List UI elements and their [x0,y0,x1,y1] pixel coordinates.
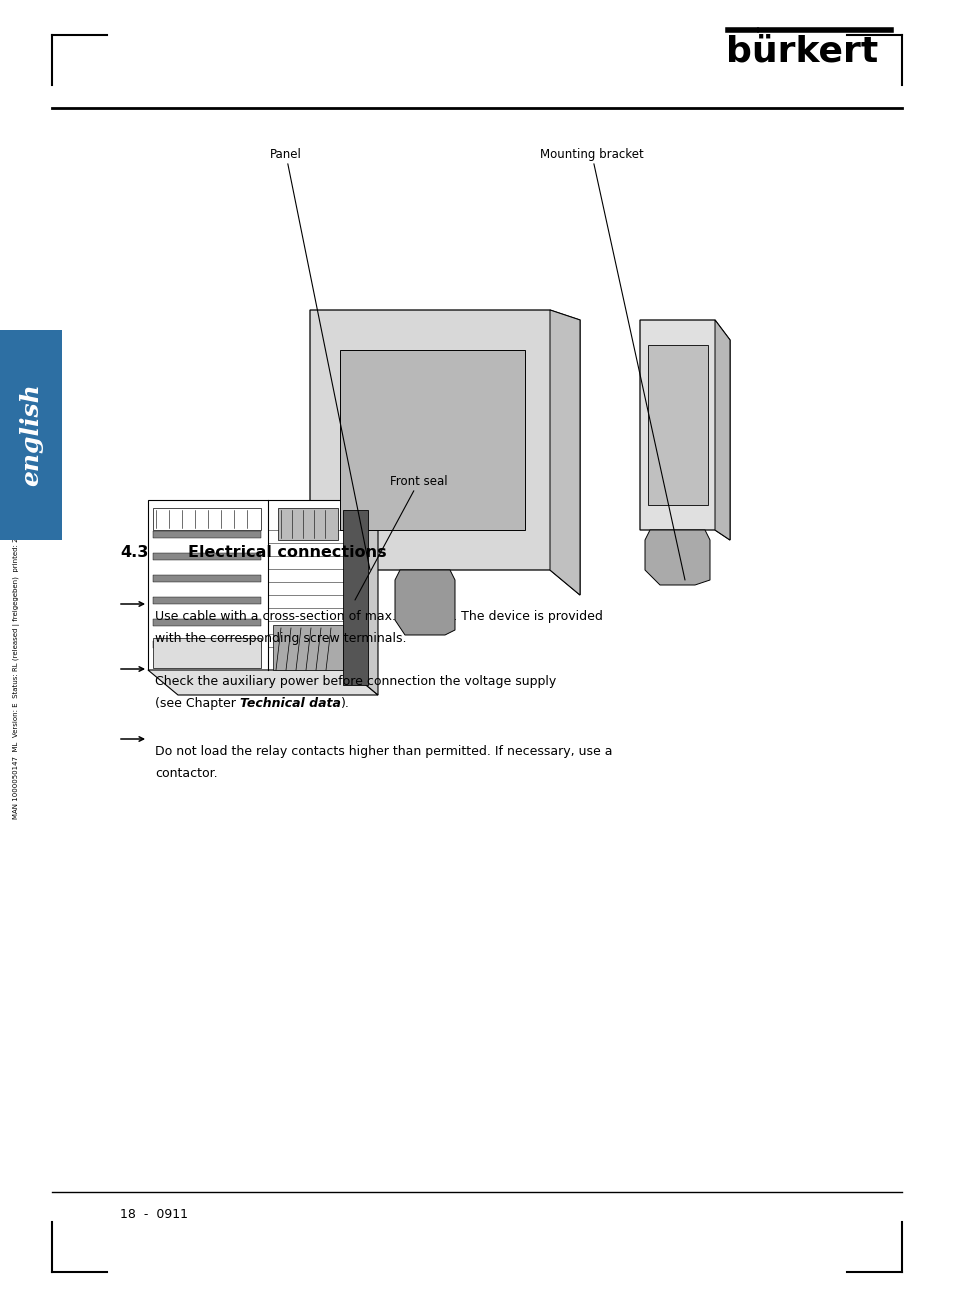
Bar [152,638,261,668]
Bar [277,508,337,540]
Polygon shape [310,310,579,595]
Polygon shape [714,320,729,540]
Text: 4.3: 4.3 [120,545,149,559]
Polygon shape [348,501,377,695]
Text: bürkert: bürkert [725,34,878,68]
Polygon shape [644,531,709,586]
Polygon shape [148,670,377,695]
Bar [152,531,261,538]
Polygon shape [148,501,348,670]
Polygon shape [395,570,455,635]
Text: MAN 1000050147  ML  Version: E  Status: RL (released | freigegeben)  printed: 29: MAN 1000050147 ML Version: E Status: RL … [12,502,19,818]
Polygon shape [647,345,707,505]
Text: with the corresponding screw terminals.: with the corresponding screw terminals. [154,633,406,644]
Text: Electrical connections: Electrical connections [188,545,386,559]
Bar [152,597,261,604]
Polygon shape [339,350,524,531]
Text: Mounting bracket: Mounting bracket [539,148,684,580]
Bar [152,620,261,626]
Text: Front seal: Front seal [355,474,447,600]
Text: (see Chapter: (see Chapter [154,697,239,710]
Text: contactor.: contactor. [154,767,217,780]
Text: ).: ). [340,697,349,710]
Text: Technical data: Technical data [239,697,340,710]
Bar [152,575,261,582]
Polygon shape [639,320,729,540]
Bar [152,553,261,559]
Bar [152,508,261,531]
Bar [0,329,62,540]
Polygon shape [550,310,579,595]
Text: Panel: Panel [270,148,370,570]
Text: Use cable with a cross-section of max. 2.5 mm². The device is provided: Use cable with a cross-section of max. 2… [154,610,602,623]
Text: 18  -  0911: 18 - 0911 [120,1208,188,1221]
Polygon shape [343,510,368,685]
Bar [273,625,343,670]
Text: Check the auxiliary power before connection the voltage supply: Check the auxiliary power before connect… [154,674,556,687]
Bar [152,640,261,648]
Text: Do not load the relay contacts higher than permitted. If necessary, use a: Do not load the relay contacts higher th… [154,745,612,758]
Text: english: english [19,384,43,486]
